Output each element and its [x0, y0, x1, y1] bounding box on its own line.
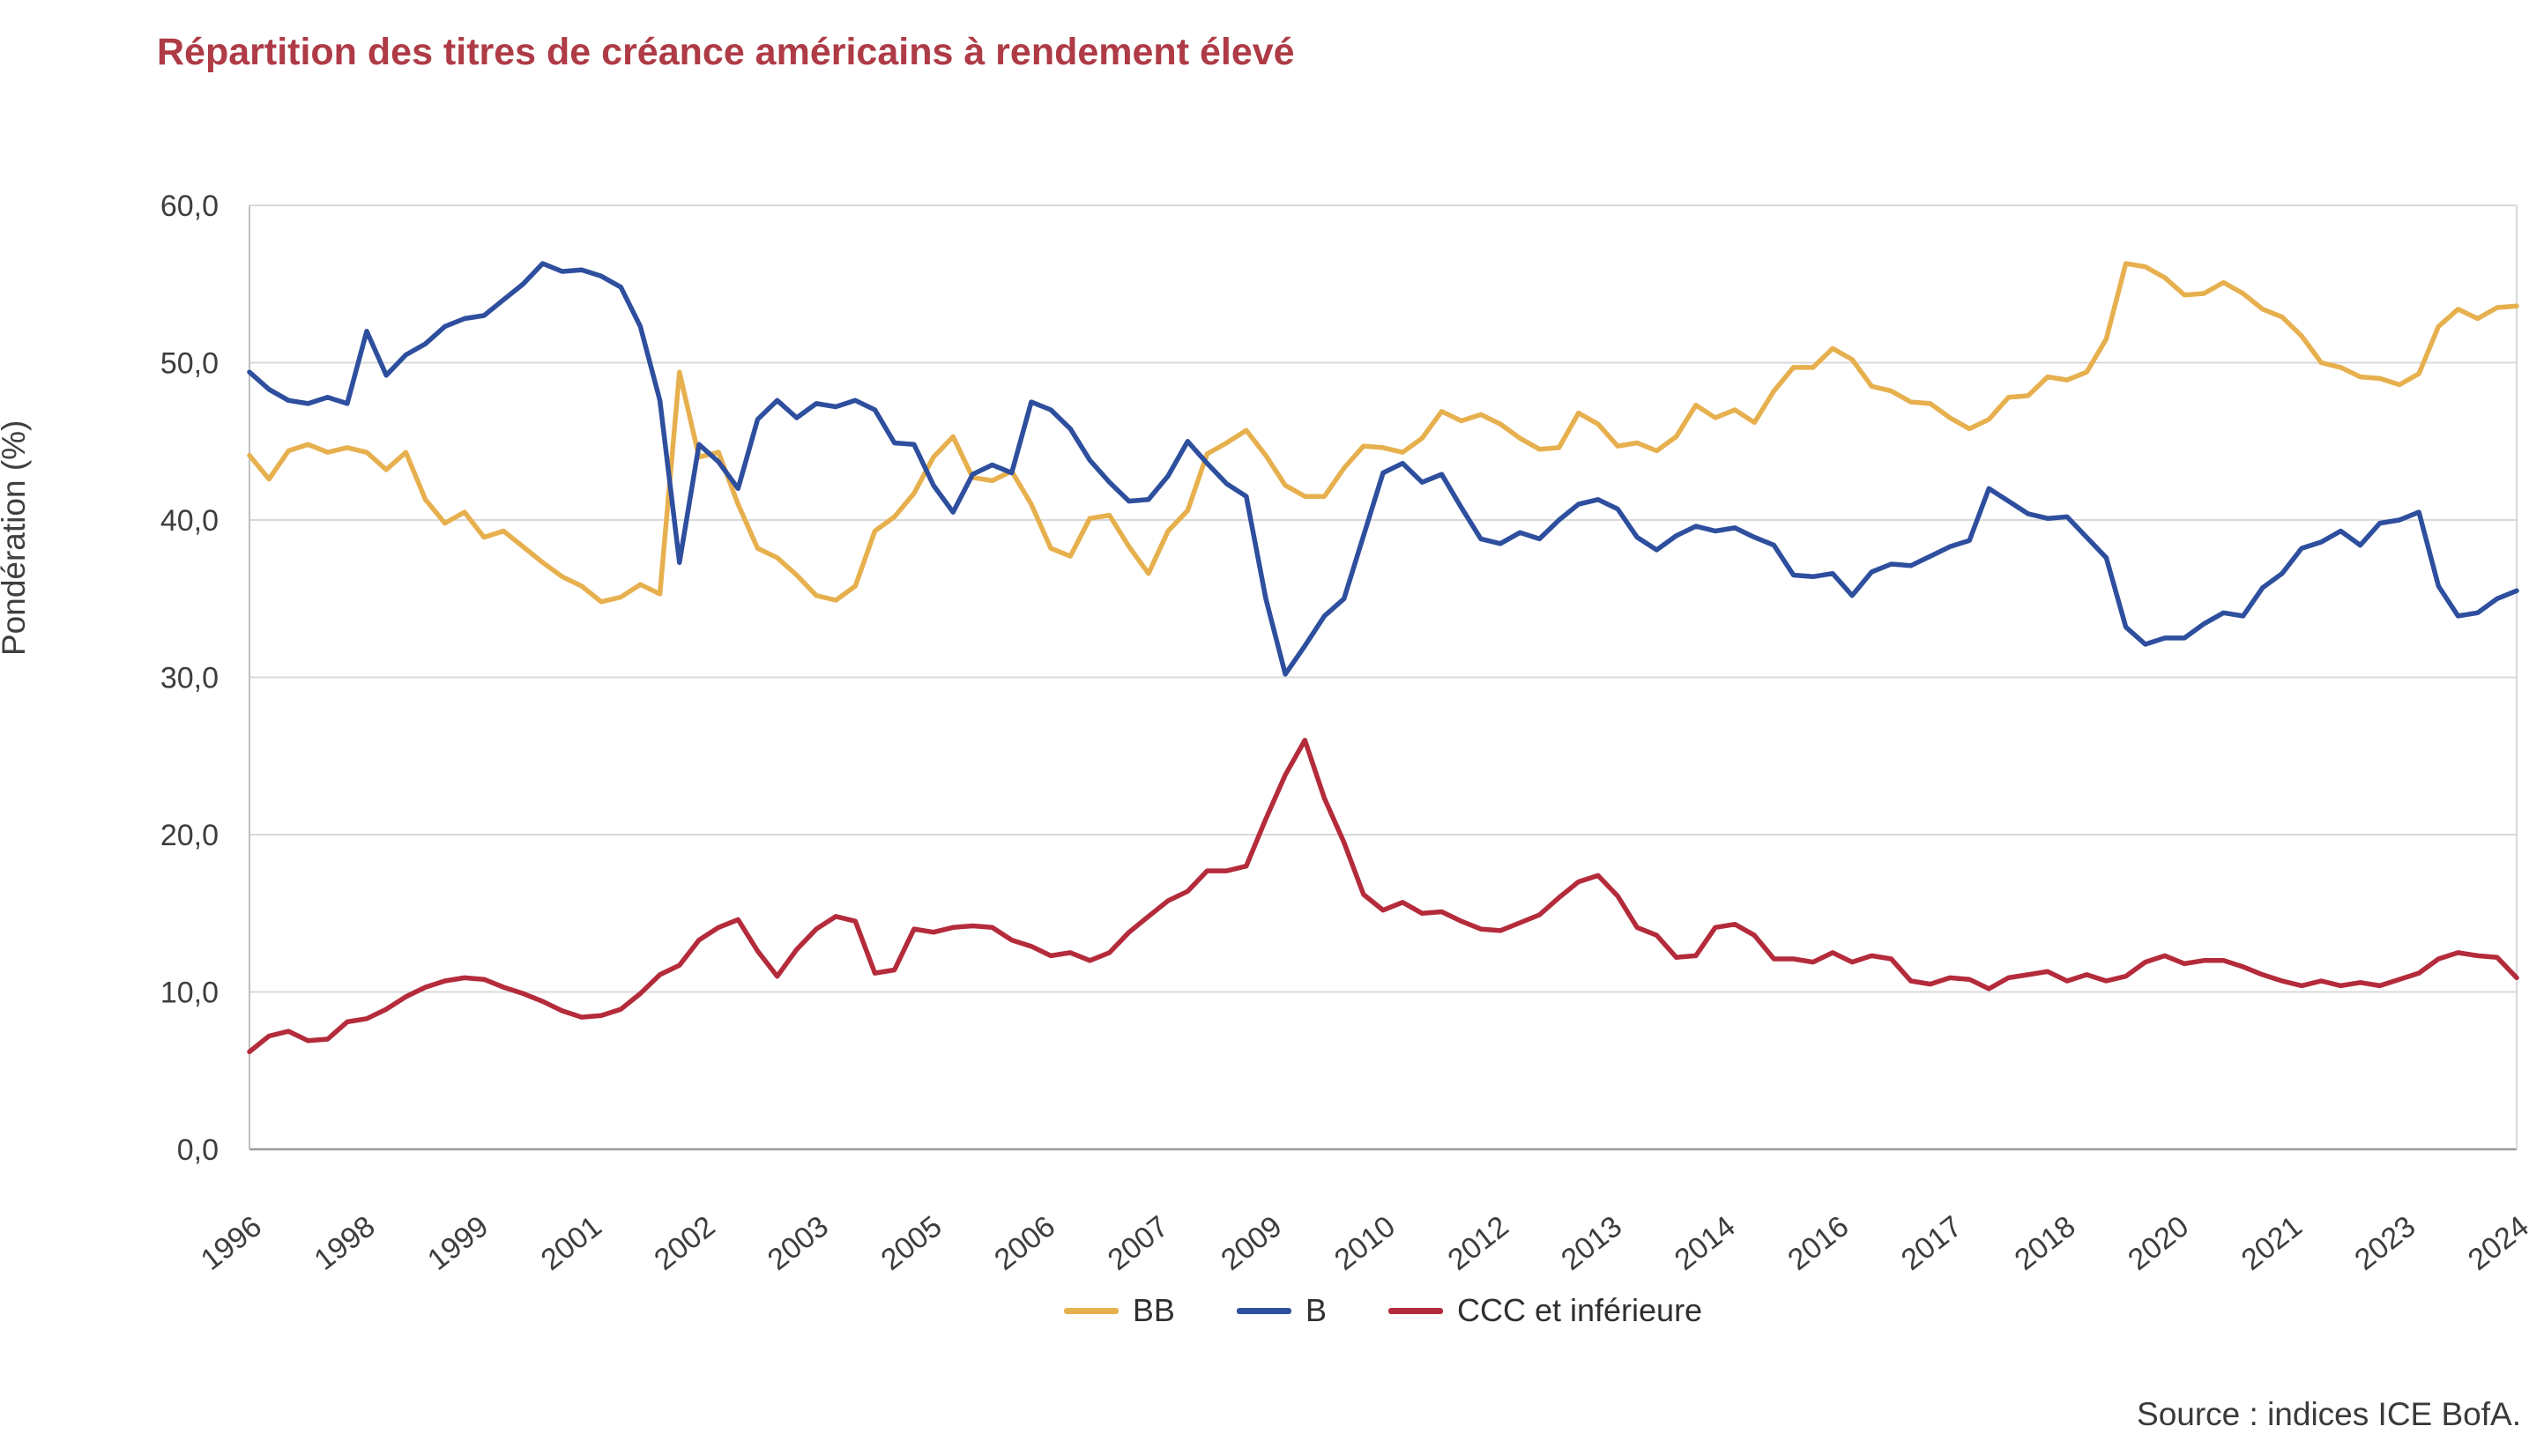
legend-item: BB — [1063, 1292, 1175, 1329]
x-tick-label: 2005 — [875, 1209, 948, 1277]
x-tick-label: 1999 — [421, 1209, 495, 1277]
y-tick-label: 60,0 — [160, 189, 219, 223]
x-tick-label: 2012 — [1442, 1209, 1515, 1277]
x-tick-label: 2009 — [1215, 1209, 1288, 1277]
y-tick-label: 40,0 — [160, 504, 219, 538]
x-tick-label: 2013 — [1555, 1209, 1628, 1277]
chart-legend: BB B CCC et inférieure — [249, 1292, 2517, 1329]
y-tick-label: 30,0 — [160, 662, 219, 695]
x-tick-label: 2023 — [2348, 1209, 2421, 1277]
legend-swatch-icon — [1387, 1307, 1443, 1314]
legend-label: CCC et inférieure — [1456, 1292, 1703, 1328]
x-tick-label: 2018 — [2009, 1209, 2082, 1277]
legend-swatch-icon — [1236, 1307, 1291, 1314]
series-line-B — [247, 261, 2519, 677]
x-tick-label: 2020 — [2122, 1209, 2195, 1277]
y-tick-label: 20,0 — [160, 819, 219, 852]
source-note: Source : indices ICE BofA. — [2137, 1396, 2521, 1432]
y-tick-label: 0,0 — [177, 1133, 219, 1167]
chart-title: Répartition des titres de créance améric… — [157, 30, 1295, 73]
series-line-CCC-et-inférieure — [247, 738, 2519, 1055]
y-tick-label: 10,0 — [160, 977, 219, 1010]
x-tick-label: 2016 — [1782, 1209, 1855, 1277]
legend-label: BB — [1132, 1292, 1175, 1328]
x-tick-label: 2001 — [535, 1209, 608, 1277]
x-tick-label: 2006 — [988, 1209, 1061, 1277]
y-tick-label: 50,0 — [160, 347, 219, 381]
x-tick-label: 2021 — [2235, 1209, 2309, 1277]
x-tick-label: 2024 — [2462, 1209, 2535, 1277]
legend-swatch-icon — [1063, 1307, 1119, 1314]
x-tick-label: 1998 — [309, 1209, 382, 1277]
x-tick-label: 2010 — [1328, 1209, 1402, 1277]
x-tick-label: 2017 — [1895, 1209, 1968, 1277]
x-tick-label: 2007 — [1102, 1209, 1175, 1277]
x-tick-label: 2002 — [648, 1209, 721, 1277]
legend-item: CCC et inférieure — [1387, 1292, 1703, 1329]
x-tick-label: 1996 — [195, 1209, 268, 1277]
series-line-BB — [247, 261, 2519, 605]
legend-label: B — [1305, 1292, 1327, 1328]
x-tick-label: 2014 — [1669, 1209, 1742, 1277]
x-tick-label: 2003 — [762, 1209, 835, 1277]
legend-item: B — [1236, 1292, 1327, 1329]
